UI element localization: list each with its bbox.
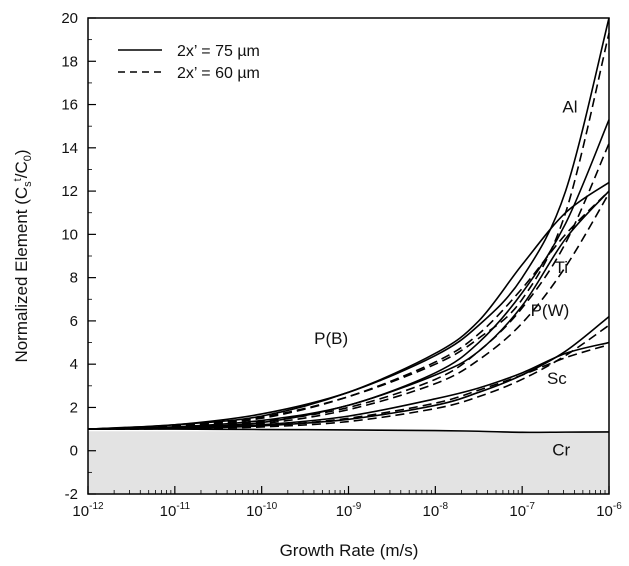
x-tick-label: 10-6 — [596, 501, 622, 520]
curve-label-al: Al — [562, 98, 577, 117]
x-tick-label: 10-10 — [246, 501, 278, 520]
y-tick-label: 4 — [70, 356, 78, 373]
y-tick-label: 12 — [61, 183, 78, 200]
series-sc-solid — [87, 341, 610, 430]
y-axis-title: Normalized Element (Cst/C0) — [12, 149, 34, 362]
series-ti-solid — [87, 119, 610, 430]
y-axis-title-sub2: 0 — [22, 155, 34, 161]
series-sc-upper-solid — [87, 315, 610, 430]
y-axis-title-sub1: s — [22, 181, 34, 187]
plot-frame — [87, 17, 610, 495]
x-tick-label: 10-8 — [423, 501, 449, 520]
shaded-region-layer — [88, 431, 609, 494]
y-axis-title-prefix: Normalized Element (C — [12, 187, 31, 363]
y-tick-label: 6 — [70, 313, 78, 330]
tick-layer: 10-12 10-11 10-10 10-9 10-8 10-7 10-6 -2 0 2 4 6 8 10… — [61, 10, 622, 520]
y-tick-label: 0 — [70, 443, 78, 460]
legend-entry-dashed: 2x’ = 60 µm — [177, 65, 260, 82]
shaded-region — [88, 431, 609, 494]
y-axis-title-suffix: ) — [12, 149, 31, 155]
y-tick-label: 10 — [61, 226, 78, 243]
series-cr-solid — [87, 428, 610, 434]
y-tick-label: 8 — [70, 270, 78, 287]
y-axis-title-sup1: t — [12, 178, 24, 181]
curve-label-sc: Sc — [547, 369, 567, 388]
y-tick-label: 16 — [61, 97, 78, 114]
x-tick-label: 10-11 — [160, 501, 191, 520]
x-tick-label: 10-9 — [336, 501, 362, 520]
legend: 2x’ = 75 µm 2x’ = 60 µm — [118, 43, 260, 82]
y-tick-label: 20 — [61, 10, 78, 27]
series-p-w-solid — [87, 190, 610, 430]
series-p-b-dashed — [87, 190, 610, 430]
curve-label-p-w: P(W) — [531, 301, 570, 320]
y-axis-title-mid: /C — [12, 161, 31, 178]
y-tick-label: 18 — [61, 53, 78, 70]
y-tick-label: 14 — [61, 140, 78, 157]
x-tick-label: 10-12 — [72, 501, 104, 520]
x-tick-label: 10-7 — [509, 501, 535, 520]
curve-label-layer: Al Ti P(W) P(B) Sc Cr — [314, 98, 577, 460]
x-axis-title: Growth Rate (m/s) — [280, 541, 419, 560]
series-sc-upper-dashed — [87, 324, 610, 430]
legend-entry-solid: 2x’ = 75 µm — [177, 43, 260, 60]
series-layer — [87, 17, 610, 434]
curve-label-p-b: P(B) — [314, 329, 348, 348]
series-p-b-solid — [87, 181, 610, 430]
curve-label-cr: Cr — [552, 441, 570, 460]
y-tick-label: -2 — [65, 486, 78, 503]
y-tick-label: 2 — [70, 399, 78, 416]
curve-label-ti: Ti — [554, 258, 568, 277]
series-al-solid — [87, 17, 610, 430]
